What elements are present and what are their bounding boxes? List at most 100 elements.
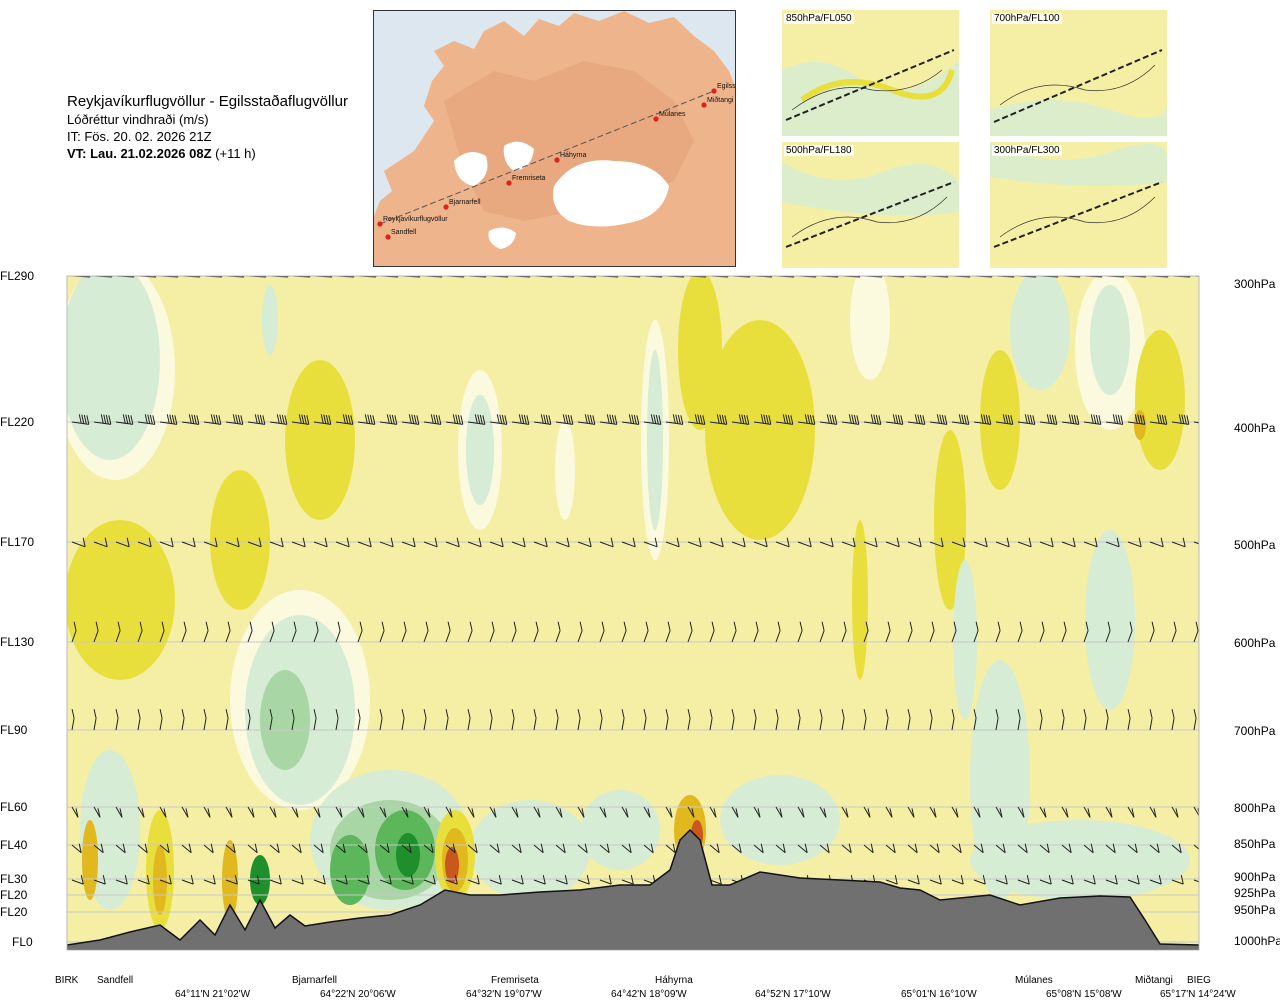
wind-barb bbox=[1061, 709, 1065, 731]
map-point bbox=[653, 116, 659, 122]
map-point bbox=[711, 88, 717, 94]
wind-barb bbox=[269, 621, 275, 643]
wind-barb bbox=[929, 414, 948, 425]
wind-barb bbox=[71, 709, 75, 731]
valid-time-offset: (+11 h) bbox=[211, 146, 256, 161]
wind-barb bbox=[137, 276, 157, 278]
wind-barb bbox=[643, 537, 658, 548]
wind-barb bbox=[863, 414, 882, 425]
wind-barb bbox=[687, 414, 706, 425]
wind-barb bbox=[995, 709, 999, 731]
wind-barb bbox=[467, 537, 482, 548]
wind-barb bbox=[335, 709, 339, 731]
wind-barb bbox=[93, 709, 97, 731]
wind-barb bbox=[1149, 414, 1168, 425]
inset-850-band bbox=[800, 69, 955, 103]
wind-barb bbox=[621, 414, 640, 425]
wind-barb bbox=[775, 621, 781, 643]
wind-barb bbox=[1193, 276, 1199, 277]
wind-barb bbox=[467, 414, 486, 425]
wind-barb bbox=[467, 276, 487, 278]
flight-level-label: FL90 bbox=[0, 723, 28, 737]
wind-barb bbox=[995, 874, 1008, 885]
wind-barb bbox=[269, 709, 273, 731]
inset-300hpa-drawing bbox=[990, 142, 1167, 268]
updraft-zone bbox=[934, 430, 966, 610]
downdraft-zone bbox=[466, 395, 494, 505]
inset-300hpa: 300hPa/FL300 bbox=[990, 142, 1167, 268]
wind-barb bbox=[555, 709, 559, 731]
wind-barb bbox=[225, 276, 245, 278]
wind-barb bbox=[621, 621, 627, 643]
wind-barb bbox=[379, 843, 390, 854]
wind-barb bbox=[225, 621, 231, 643]
wind-barb bbox=[203, 843, 214, 854]
wind-barb bbox=[1039, 537, 1054, 548]
wind-barb bbox=[555, 843, 566, 854]
wind-barb bbox=[511, 709, 515, 731]
wind-barb bbox=[841, 276, 861, 278]
wind-barb bbox=[951, 806, 959, 818]
wind-barb bbox=[1149, 621, 1155, 643]
wind-barb bbox=[1171, 414, 1190, 425]
wind-barb bbox=[225, 843, 236, 854]
wind-barb bbox=[907, 537, 922, 548]
wind-barb bbox=[489, 537, 504, 548]
vertical-velocity-contours bbox=[67, 276, 1190, 930]
wind-barb bbox=[203, 806, 211, 818]
wind-barb bbox=[181, 414, 200, 425]
downdraft-zone bbox=[396, 833, 420, 877]
wind-barb bbox=[841, 537, 856, 548]
wind-barb bbox=[1083, 414, 1102, 425]
wind-barb bbox=[577, 414, 596, 425]
wind-barb bbox=[665, 621, 671, 643]
inset-850-label: 850hPa/FL050 bbox=[784, 13, 854, 24]
wind-barb bbox=[1171, 709, 1175, 731]
wind-barb bbox=[93, 621, 99, 643]
wind-barb bbox=[819, 806, 827, 818]
inset-500hpa: 500hPa/FL180 bbox=[782, 142, 959, 268]
wind-barb bbox=[291, 537, 306, 548]
wind-barb bbox=[313, 709, 317, 731]
wind-barb bbox=[357, 621, 363, 643]
wind-barb bbox=[885, 537, 900, 548]
wind-barb bbox=[335, 621, 341, 643]
wind-barb bbox=[225, 537, 240, 548]
wind-barb bbox=[247, 537, 262, 548]
wind-barb bbox=[203, 414, 222, 425]
weak-zone bbox=[230, 590, 370, 810]
wind-barb bbox=[819, 414, 838, 425]
wind-barb bbox=[423, 537, 438, 548]
wind-barb bbox=[863, 709, 867, 731]
inset-850-route bbox=[785, 49, 955, 121]
wind-barb bbox=[907, 709, 911, 731]
wind-barb bbox=[775, 276, 795, 278]
route-map-drawing: Reykjavíkurflugvöllur Sandfell Bjarnarfell… bbox=[374, 11, 735, 266]
wind-barb bbox=[533, 843, 544, 854]
inset-500-route bbox=[785, 181, 955, 248]
wind-barb bbox=[511, 414, 530, 425]
wind-barb bbox=[621, 874, 634, 885]
wind-barb bbox=[709, 709, 713, 731]
pressure-level-label: 925hPa bbox=[1234, 886, 1276, 900]
wind-barb bbox=[709, 874, 722, 885]
wind-barb bbox=[753, 843, 764, 854]
wind-barb bbox=[1083, 874, 1096, 885]
wind-barb bbox=[445, 414, 464, 425]
wind-barb bbox=[709, 537, 724, 548]
wind-barb bbox=[555, 414, 574, 425]
map-point bbox=[701, 102, 707, 108]
wind-barb bbox=[885, 806, 893, 818]
wind-barb bbox=[995, 843, 1006, 854]
wind-barb bbox=[885, 874, 898, 885]
wind-barb bbox=[93, 537, 108, 548]
wind-barb bbox=[1039, 843, 1050, 854]
wind-barb bbox=[841, 709, 845, 731]
wind-barb bbox=[71, 414, 90, 425]
location-label: Bjarnarfell bbox=[292, 975, 338, 986]
wind-barb bbox=[819, 621, 825, 643]
wind-barb bbox=[863, 806, 871, 818]
wind-barb bbox=[973, 414, 992, 425]
wind-barb bbox=[225, 806, 233, 818]
wind-barb bbox=[93, 843, 104, 854]
